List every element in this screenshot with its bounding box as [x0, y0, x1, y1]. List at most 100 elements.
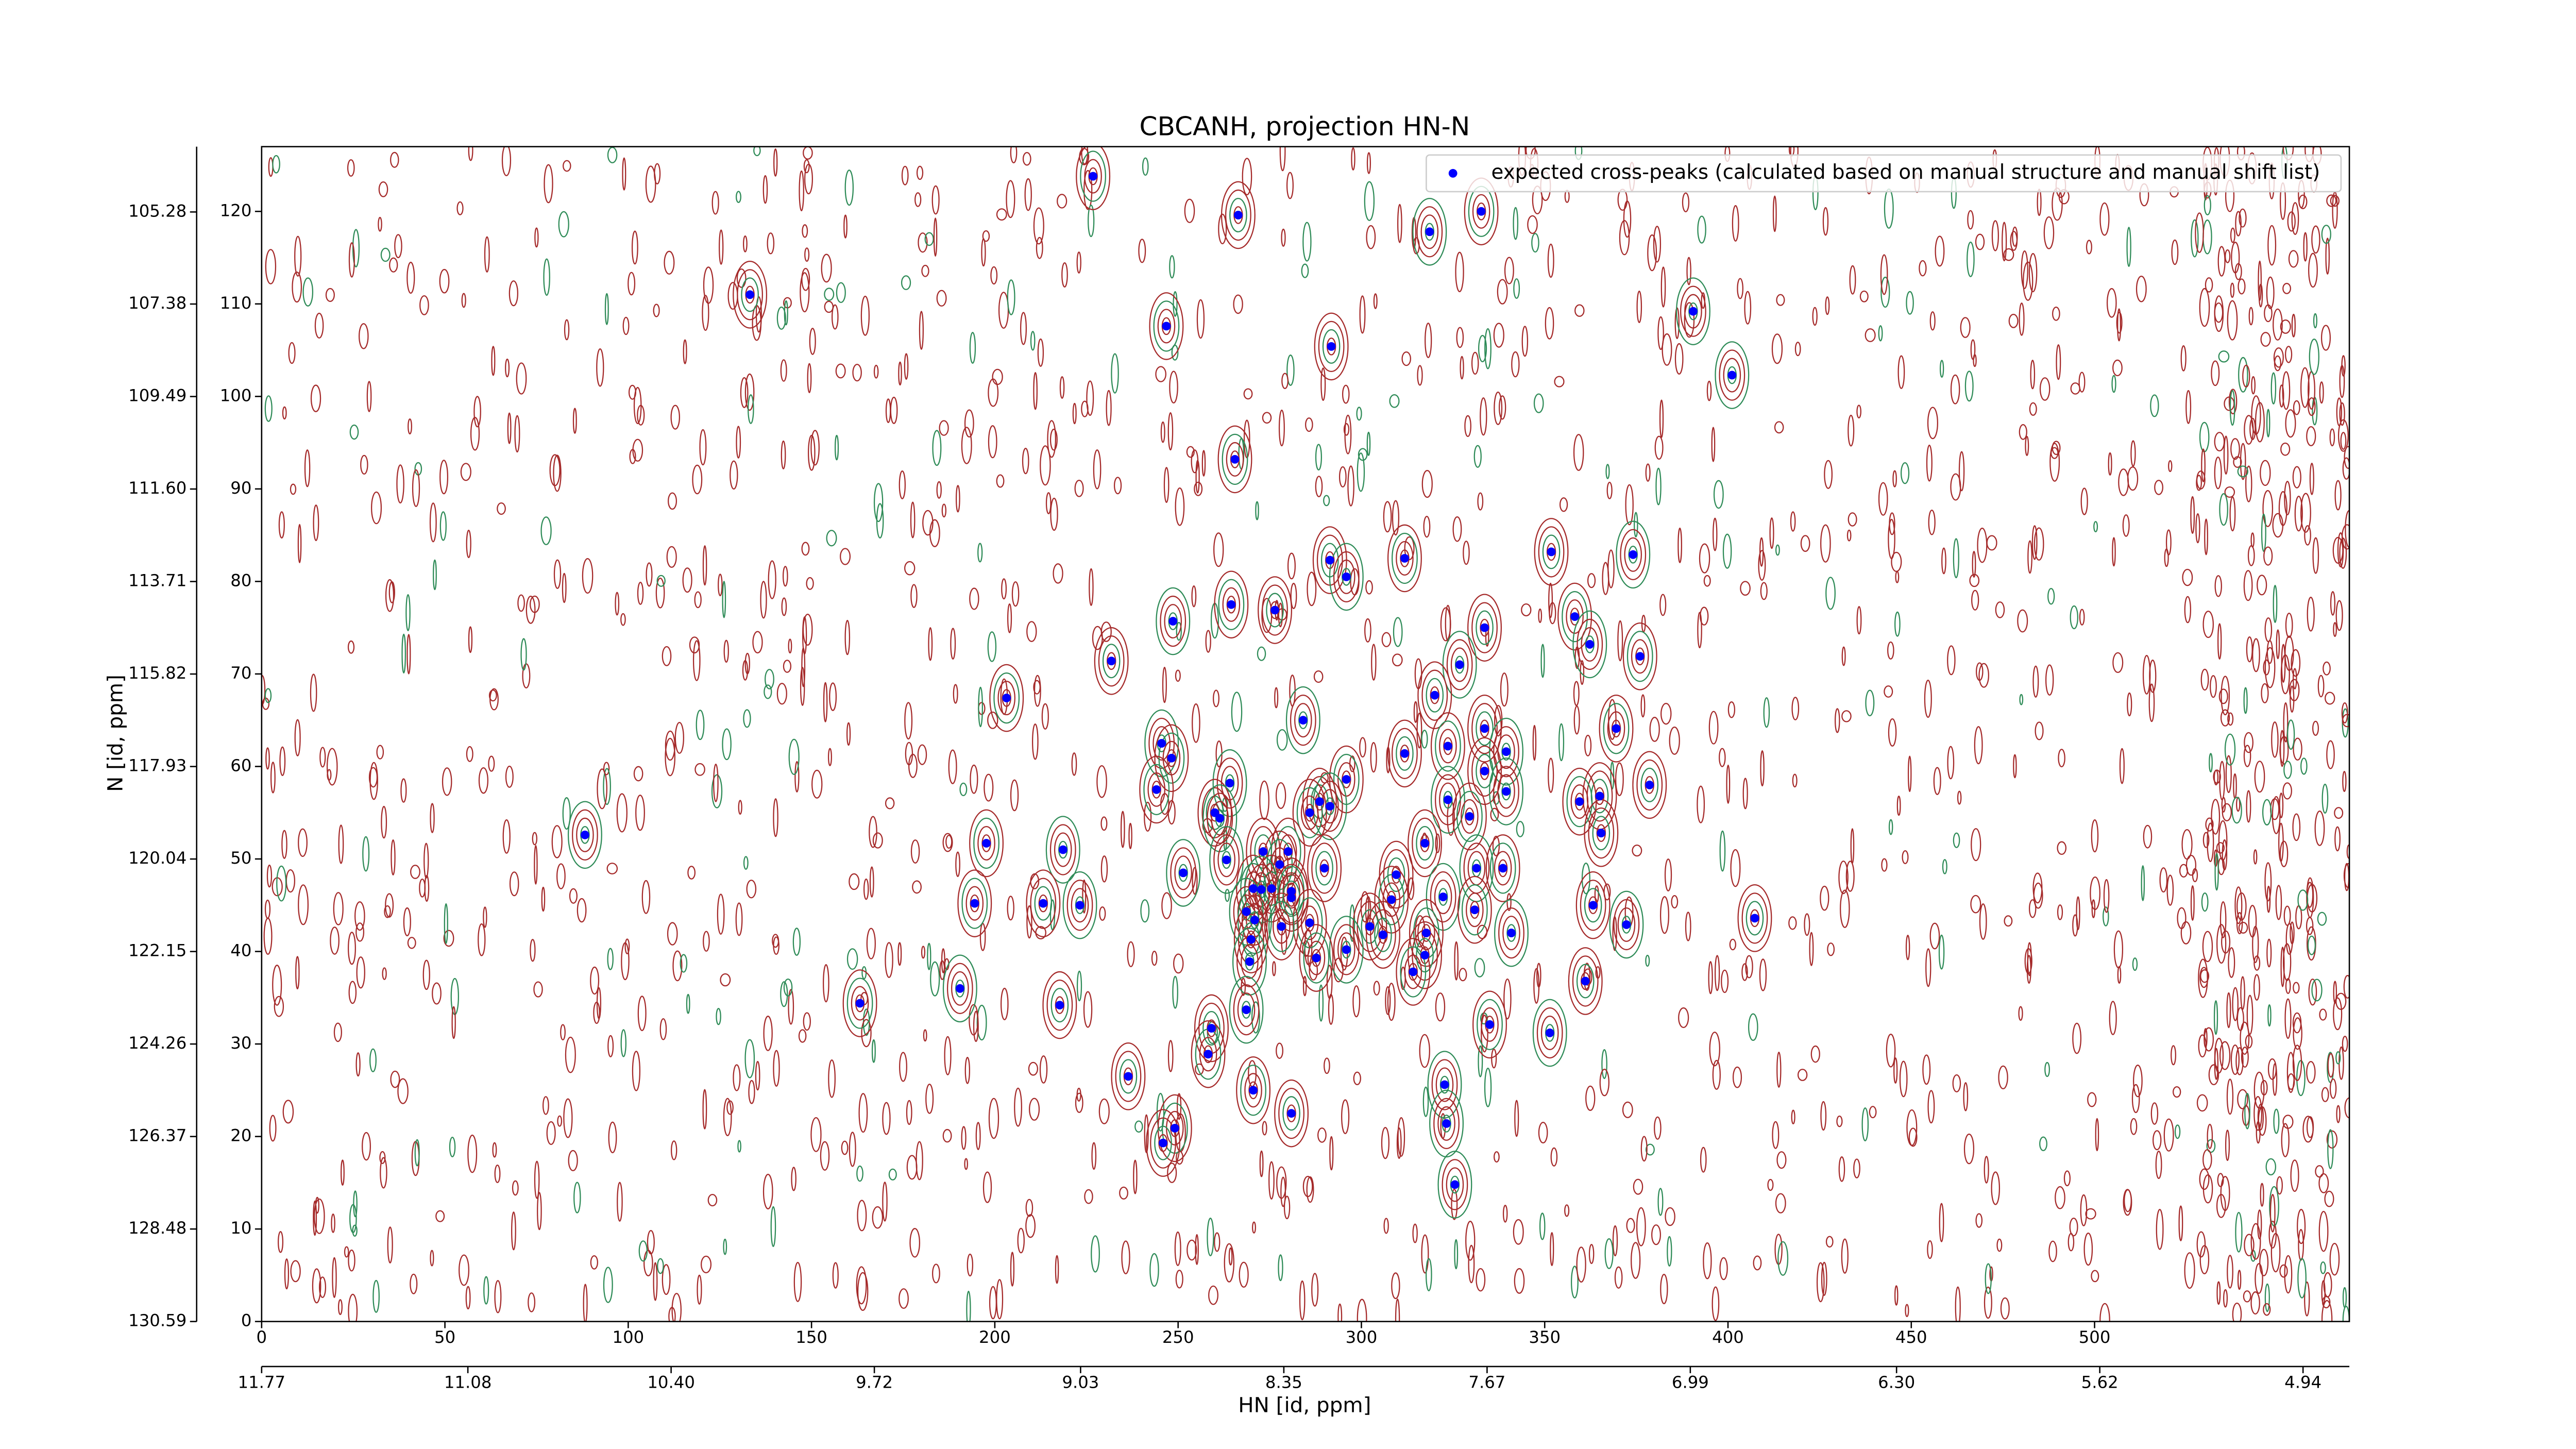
noise-contour — [2205, 817, 2214, 832]
noise-contour — [2323, 661, 2331, 676]
noise-contour — [1357, 452, 1365, 492]
noise-contour — [2103, 879, 2110, 913]
noise-contour — [1700, 606, 1709, 626]
noise-contour — [1967, 210, 1974, 230]
noise-contour — [2052, 441, 2061, 455]
noise-contour — [2254, 761, 2265, 793]
noise-contour — [563, 160, 571, 172]
noise-contour — [2335, 992, 2347, 1010]
noise-contour — [543, 258, 550, 296]
noise-contour — [1083, 991, 1093, 1028]
noise-contour — [501, 146, 512, 176]
noise-contour — [1825, 577, 1836, 610]
noise-contour — [1421, 730, 1428, 749]
noise-contour — [1659, 896, 1670, 934]
noise-contour — [1884, 685, 1893, 698]
noise-contour — [683, 339, 687, 364]
noise-contour — [394, 234, 402, 259]
noise-contour — [1645, 954, 1650, 967]
noise-contour — [2321, 783, 2329, 814]
noise-contour — [2037, 189, 2042, 216]
noise-contour — [1631, 1242, 1641, 1279]
noise-contour — [852, 363, 862, 382]
y-tick-label: 90 — [230, 478, 251, 498]
noise-contour — [1242, 158, 1252, 196]
noise-contour — [982, 1171, 992, 1203]
noise-contour — [2052, 307, 2060, 321]
noise-contour — [1657, 316, 1664, 350]
noise-contour — [1726, 764, 1731, 804]
noise-contour — [312, 1268, 321, 1304]
peak-contour — [1387, 719, 1422, 788]
cross-peak — [1547, 547, 1556, 557]
noise-contour — [666, 546, 677, 568]
noise-contour — [2076, 896, 2080, 931]
peak-contour — [1170, 847, 1197, 899]
noise-contour — [290, 483, 297, 495]
noise-contour — [996, 208, 1007, 221]
noise-contour — [530, 938, 536, 962]
cross-peak — [1581, 976, 1590, 986]
noise-contour — [1712, 1059, 1721, 1090]
noise-contour — [1895, 570, 1900, 583]
noise-contour — [1678, 1007, 1689, 1029]
peak-contour — [1417, 661, 1452, 730]
noise-contour — [1010, 779, 1019, 812]
noise-contour — [2072, 1022, 2082, 1054]
peak-contour — [1218, 579, 1245, 630]
noise-contour — [901, 275, 911, 290]
noise-contour — [509, 871, 519, 897]
noise-contour — [2312, 537, 2319, 574]
noise-contour — [1076, 970, 1082, 1002]
noise-contour — [562, 572, 567, 603]
noise-contour — [831, 304, 839, 330]
noise-contour — [1007, 603, 1012, 633]
noise-contour — [1660, 702, 1672, 725]
noise-contour — [752, 631, 763, 654]
noise-contour — [557, 1115, 563, 1127]
noise-contour — [988, 425, 997, 459]
noise-contour — [1503, 978, 1512, 1020]
noise-contour — [2335, 600, 2343, 631]
noise-contour — [488, 689, 497, 702]
noise-contour — [2217, 1173, 2224, 1187]
noise-contour — [873, 364, 879, 379]
noise-contour — [2256, 1121, 2261, 1144]
noise-contour — [711, 774, 723, 808]
noise-contour — [772, 934, 779, 948]
peak-contour — [1626, 631, 1653, 682]
noise-contour — [1276, 729, 1288, 751]
peak-contour — [1147, 772, 1166, 807]
noise-contour — [2246, 995, 2253, 1035]
peak-contour — [1213, 834, 1240, 886]
noise-contour — [2180, 921, 2192, 945]
noise-contour — [1758, 550, 1766, 581]
noise-contour — [2063, 1170, 2071, 1187]
noise-contour — [876, 503, 884, 539]
noise-contour — [460, 463, 471, 481]
noise-contour — [2210, 675, 2217, 698]
noise-contour — [2319, 381, 2324, 404]
peak-contour — [1412, 817, 1438, 869]
noise-contour — [2032, 872, 2043, 904]
noise-contour — [858, 1093, 868, 1133]
x-tick-label: 200 — [979, 1327, 1011, 1347]
noise-contour — [668, 1307, 676, 1322]
noise-contour — [2090, 876, 2100, 911]
noise-contour — [274, 996, 284, 1017]
noise-contour — [2070, 605, 2079, 630]
peak-contour — [1467, 594, 1502, 662]
noise-contour — [821, 254, 832, 283]
noise-contour — [1662, 333, 1672, 366]
noise-contour — [1492, 835, 1500, 856]
noise-contour — [473, 396, 481, 428]
peak-contour — [1303, 932, 1330, 984]
noise-contour — [2202, 1149, 2212, 1170]
noise-contour — [1605, 464, 1610, 479]
noise-contour — [1612, 1225, 1618, 1257]
noise-contour — [1840, 889, 1850, 928]
noise-contour — [2057, 904, 2063, 920]
noise-contour — [2230, 227, 2235, 243]
cross-peak — [1249, 884, 1258, 893]
noise-contour — [1927, 407, 1939, 440]
